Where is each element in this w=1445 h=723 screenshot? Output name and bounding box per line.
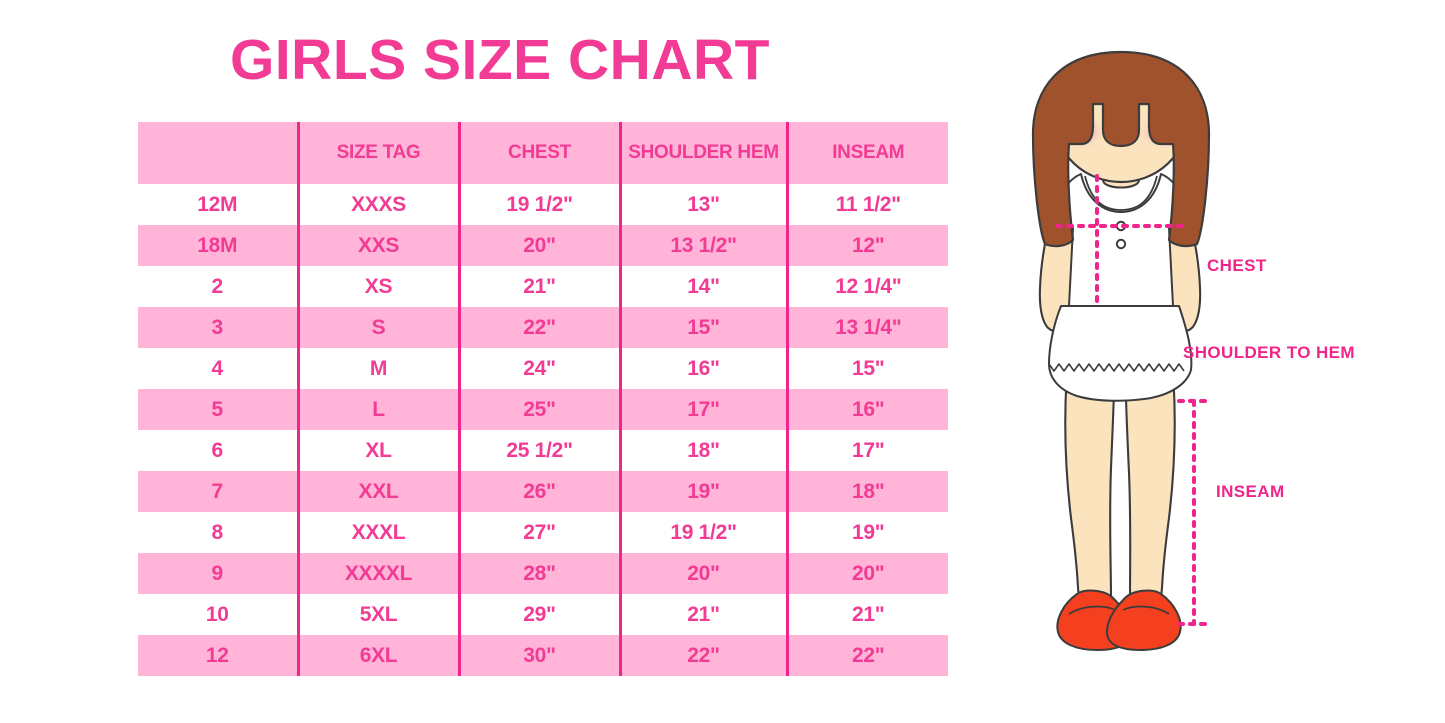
cell-size: 12M <box>197 192 238 216</box>
cell-size: 12 <box>205 643 229 667</box>
cell-inseam: 15" <box>785 348 948 389</box>
cell-shoulder-hem: 15" <box>618 307 787 348</box>
cell-shoulder-hem: 14" <box>618 266 787 307</box>
label-shoulder-to-hem: SHOULDER TO HEM <box>1183 343 1355 362</box>
cell-size-tag: XL <box>296 430 459 471</box>
cell-size: 4 <box>211 356 224 380</box>
cell-size: 5 <box>211 397 224 421</box>
cell-inseam: 18" <box>785 471 948 512</box>
table-body: 12M XXXS 19 1/2" 13" 11 1/2" 18M XXS 20" 13 1/2"… <box>138 184 948 676</box>
page-title: GIRLS SIZE CHART <box>229 28 770 92</box>
table-row: 5 L 25" 17" 16" <box>138 389 948 430</box>
cell-size-tag: 5XL <box>296 594 459 635</box>
column-header-inseam: INSEAM <box>785 122 948 184</box>
cell-chest: 26" <box>457 471 620 512</box>
cell-chest: 24" <box>457 348 620 389</box>
cell-size-tag: XS <box>296 266 459 307</box>
table-header: SIZE TAG CHEST SHOULDER HEM INSEAM <box>138 122 948 184</box>
cell-inseam: 16" <box>785 389 948 430</box>
girl-illustration <box>985 48 1255 688</box>
cell-shoulder-hem: 20" <box>618 553 787 594</box>
cell-size: 2 <box>211 274 224 298</box>
figure-skirt <box>1048 305 1193 402</box>
table-row: 12 6XL 30" 22" 22" <box>138 635 948 676</box>
cell-inseam: 19" <box>785 512 948 553</box>
table-row: 12M XXXS 19 1/2" 13" 11 1/2" <box>138 184 948 225</box>
cell-size: 9 <box>211 561 224 585</box>
table-row: 8 XXXL 27" 19 1/2" 19" <box>138 512 948 553</box>
column-header-chest: CHEST <box>457 122 620 184</box>
column-header-size-tag: SIZE TAG <box>296 122 459 184</box>
table-row: 7 XXL 26" 19" 18" <box>138 471 948 512</box>
table-header-row: SIZE TAG CHEST SHOULDER HEM INSEAM <box>138 122 948 184</box>
cell-inseam: 11 1/2" <box>785 184 948 225</box>
figure-head <box>1031 50 1211 248</box>
label-chest: CHEST <box>1207 256 1267 275</box>
cell-size: 6 <box>211 438 224 462</box>
cell-shoulder-hem: 17" <box>618 389 787 430</box>
table-row: 18M XXS 20" 13 1/2" 12" <box>138 225 948 266</box>
cell-size-tag: S <box>296 307 459 348</box>
figure-shoes <box>1056 589 1182 651</box>
cell-chest: 30" <box>457 635 620 676</box>
inseam-bracket <box>1177 399 1211 626</box>
column-header-size <box>138 122 298 184</box>
cell-inseam: 21" <box>785 594 948 635</box>
table-row: 2 XS 21" 14" 12 1/4" <box>138 266 948 307</box>
cell-chest: 29" <box>457 594 620 635</box>
figure-legs <box>1064 346 1176 618</box>
cell-chest: 19 1/2" <box>457 184 620 225</box>
size-chart-table: SIZE TAG CHEST SHOULDER HEM INSEAM 12M XX… <box>138 122 948 676</box>
cell-size: 3 <box>211 315 224 339</box>
cell-chest: 21" <box>457 266 620 307</box>
cell-inseam: 12" <box>785 225 948 266</box>
cell-shoulder-hem: 13" <box>618 184 787 225</box>
cell-size-tag: XXL <box>296 471 459 512</box>
cell-inseam: 17" <box>785 430 948 471</box>
cell-size-tag: XXS <box>296 225 459 266</box>
measurement-guides <box>1055 174 1191 308</box>
cell-shoulder-hem: 13 1/2" <box>618 225 787 266</box>
button-lower <box>1115 238 1127 250</box>
cell-chest: 27" <box>457 512 620 553</box>
cell-chest: 28" <box>457 553 620 594</box>
table-row: 10 5XL 29" 21" 21" <box>138 594 948 635</box>
column-header-shoulder-hem: SHOULDER HEM <box>618 122 787 184</box>
table-row: 3 S 22" 15" 13 1/4" <box>138 307 948 348</box>
cell-shoulder-hem: 19" <box>618 471 787 512</box>
cell-inseam: 20" <box>785 553 948 594</box>
cell-size-tag: M <box>296 348 459 389</box>
cell-size: 10 <box>205 602 229 626</box>
cell-size-tag: XXXXL <box>296 553 459 594</box>
table-row: 4 M 24" 16" 15" <box>138 348 948 389</box>
cell-chest: 20" <box>457 225 620 266</box>
cell-shoulder-hem: 21" <box>618 594 787 635</box>
cell-inseam: 13 1/4" <box>785 307 948 348</box>
cell-size-tag: L <box>296 389 459 430</box>
cell-size-tag: XXXL <box>296 512 459 553</box>
cell-shoulder-hem: 22" <box>618 635 787 676</box>
label-inseam: INSEAM <box>1216 482 1285 501</box>
cell-chest: 22" <box>457 307 620 348</box>
cell-chest: 25 1/2" <box>457 430 620 471</box>
cell-inseam: 12 1/4" <box>785 266 948 307</box>
cell-inseam: 22" <box>785 635 948 676</box>
cell-shoulder-hem: 16" <box>618 348 787 389</box>
cell-size-tag: XXXS <box>296 184 459 225</box>
table-row: 6 XL 25 1/2" 18" 17" <box>138 430 948 471</box>
cell-size: 8 <box>211 520 224 544</box>
table-row: 9 XXXXL 28" 20" 20" <box>138 553 948 594</box>
cell-shoulder-hem: 18" <box>618 430 787 471</box>
cell-shoulder-hem: 19 1/2" <box>618 512 787 553</box>
cell-size: 18M <box>197 233 238 257</box>
cell-chest: 25" <box>457 389 620 430</box>
cell-size-tag: 6XL <box>296 635 459 676</box>
cell-size: 7 <box>211 479 224 503</box>
